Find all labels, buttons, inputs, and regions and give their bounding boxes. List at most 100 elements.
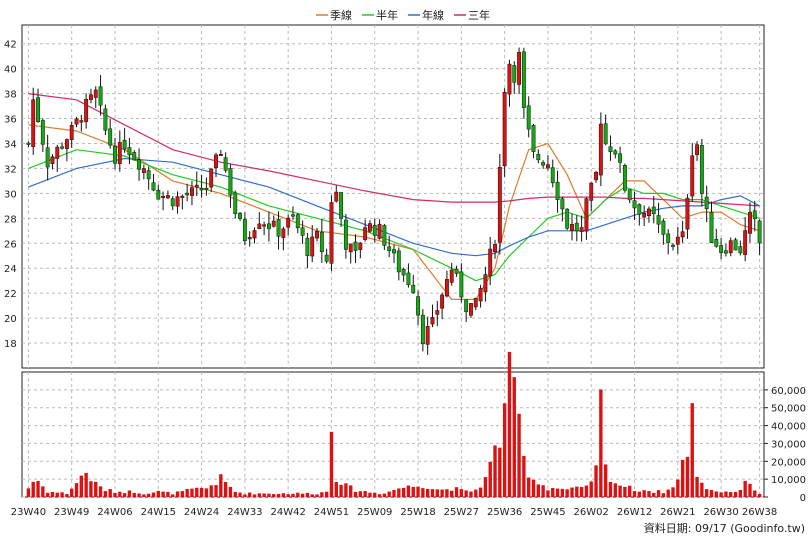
- volume-bar: [204, 488, 209, 497]
- candle-body: [444, 279, 449, 297]
- volume-bar: [55, 492, 59, 497]
- legend-label-quarter: 季線: [330, 8, 352, 22]
- volume-bar: [300, 493, 305, 497]
- volume-bar: [748, 483, 752, 497]
- volume-bar: [137, 493, 141, 497]
- price-grid: [22, 25, 764, 368]
- x-tick-label: 26W38: [742, 507, 777, 518]
- candle-body: [291, 214, 295, 217]
- candle-body: [671, 244, 675, 247]
- volume-bar: [445, 489, 449, 497]
- volume-bar: [89, 481, 93, 497]
- volume-bar: [209, 485, 213, 497]
- candle-body: [536, 154, 541, 161]
- volume-bar: [233, 491, 237, 497]
- price-tick-label: 42: [4, 40, 17, 51]
- data-date-footer: 資料日期: 09/17 (Goodinfo.tw): [644, 521, 805, 535]
- candle-body: [507, 63, 512, 95]
- candle-body: [637, 204, 642, 215]
- volume-bar: [613, 483, 617, 497]
- candle-body: [603, 123, 608, 145]
- volume-bar: [190, 488, 194, 497]
- volume-bar: [113, 492, 117, 497]
- candle-body: [247, 237, 252, 240]
- volume-bar: [387, 491, 391, 497]
- candle-body: [315, 230, 319, 239]
- candle-body: [372, 225, 377, 236]
- candle-body: [497, 166, 502, 243]
- candle-body: [156, 190, 161, 200]
- candle-body: [560, 198, 565, 210]
- volume-bar: [353, 491, 358, 497]
- candle-body: [31, 99, 36, 148]
- volume-bar: [368, 492, 372, 497]
- volume-bar: [729, 492, 733, 497]
- candle-body: [685, 197, 690, 230]
- volume-tick-label: 20,000: [771, 457, 806, 468]
- candle-body: [594, 171, 598, 181]
- volume-bar: [425, 488, 430, 497]
- candle-body: [464, 299, 469, 312]
- volume-bar: [469, 491, 473, 497]
- candle-body: [310, 236, 315, 257]
- candle-body: [74, 118, 79, 125]
- candle-body: [286, 217, 291, 228]
- volume-bar: [223, 482, 228, 497]
- candle-body: [218, 153, 223, 156]
- volume-bar: [488, 461, 492, 497]
- candle-body: [651, 206, 656, 215]
- price-tick-label: 26: [4, 239, 17, 250]
- volume-bar: [579, 486, 584, 497]
- volume-bar: [628, 485, 632, 497]
- candle-body: [738, 246, 743, 254]
- volume-bar: [565, 489, 569, 497]
- x-tick-label: 24W06: [97, 507, 132, 518]
- candle-body: [565, 208, 570, 229]
- volume-bar: [339, 484, 343, 497]
- volume-bar: [320, 492, 324, 497]
- candle-body: [454, 268, 459, 274]
- volume-bar: [45, 492, 50, 497]
- candle-body: [416, 296, 420, 316]
- volume-bar: [344, 483, 348, 497]
- volume-bar: [349, 485, 353, 497]
- price-tick-label: 22: [4, 289, 17, 300]
- volume-bar: [493, 445, 497, 497]
- x-tick-label: 24W24: [184, 507, 219, 518]
- volume-bar: [127, 490, 132, 497]
- candle-body: [396, 250, 401, 273]
- candle-body: [574, 222, 579, 232]
- candle-body: [228, 168, 233, 196]
- candle-body: [690, 155, 695, 197]
- candle-body: [680, 231, 685, 238]
- x-tick-label: 24W42: [270, 507, 305, 518]
- volume-bar: [214, 485, 218, 497]
- candle-body: [613, 150, 618, 155]
- volume-bar: [238, 492, 242, 497]
- candle-body: [425, 326, 430, 345]
- candle-body: [190, 187, 194, 196]
- candlesticks: [26, 47, 762, 355]
- candle-body: [387, 246, 392, 252]
- candle-body: [420, 314, 425, 345]
- volume-bar: [733, 491, 738, 497]
- candle-body: [704, 196, 709, 209]
- volume-tick-label: 50,000: [771, 404, 806, 415]
- candle-body: [473, 297, 478, 308]
- volume-bar: [252, 494, 257, 497]
- volume-bar: [685, 456, 690, 497]
- volume-tick-labels: 0 10,000 20,000 30,000 40,000 50,000 60,000: [764, 386, 806, 504]
- x-tick-label: 25W18: [400, 507, 435, 518]
- candle-body: [695, 144, 699, 156]
- volume-bar: [108, 489, 112, 497]
- volume-bar: [281, 493, 286, 497]
- candle-body: [223, 157, 228, 171]
- candle-body: [127, 147, 132, 156]
- candle-body: [339, 192, 344, 219]
- volume-bar: [411, 486, 415, 497]
- x-tick-label: 23W40: [11, 507, 46, 518]
- price-tick-label: 36: [4, 115, 17, 126]
- price-tick-label: 32: [4, 164, 17, 175]
- volume-bar: [219, 474, 223, 497]
